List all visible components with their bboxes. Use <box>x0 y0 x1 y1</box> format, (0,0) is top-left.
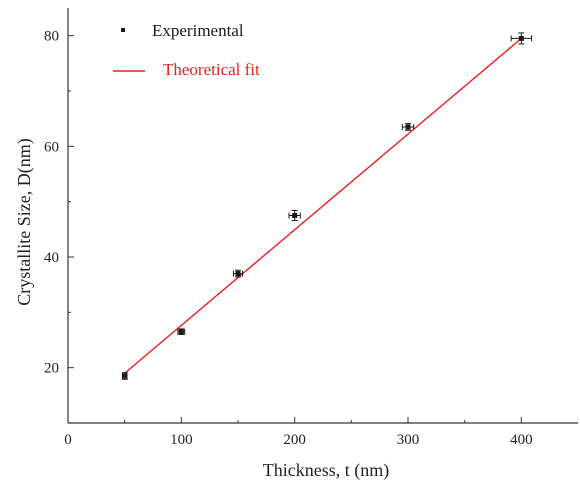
y-tick-label: 80 <box>44 29 59 45</box>
fit-line <box>124 37 522 374</box>
legend-experimental-marker <box>121 28 125 32</box>
data-point <box>121 372 128 380</box>
data-point <box>510 32 533 45</box>
data-marker <box>292 213 298 218</box>
y-tick-label: 60 <box>44 139 59 155</box>
data-point <box>288 210 301 221</box>
y-tick-label: 20 <box>44 361 59 377</box>
data-marker <box>178 329 184 335</box>
x-axis-title: Thickness, t (nm) <box>263 460 389 481</box>
data-marker <box>122 373 128 379</box>
data-marker <box>235 271 241 277</box>
points-layer <box>121 32 533 380</box>
legend: Experimental Theoretical fit <box>113 21 260 79</box>
x-tick-label: 300 <box>397 432 420 448</box>
y-axis-title: Crystallite Size, D(nm) <box>14 138 35 305</box>
legend-fit-label: Theoretical fit <box>163 60 260 79</box>
axes: 0 100 200 300 400 20 40 60 80 <box>44 8 578 448</box>
data-marker <box>405 124 411 130</box>
fit-line-layer <box>124 37 522 374</box>
data-point <box>177 328 186 335</box>
data-point <box>401 123 415 131</box>
x-tick-label: 400 <box>510 432 533 448</box>
x-tick-label: 0 <box>64 432 72 448</box>
data-marker <box>518 35 524 41</box>
y-tick-label: 40 <box>44 250 59 266</box>
x-tick-label: 100 <box>170 432 193 448</box>
data-point <box>232 269 244 278</box>
legend-experimental-label: Experimental <box>152 21 244 40</box>
x-tick-label: 200 <box>283 432 306 448</box>
